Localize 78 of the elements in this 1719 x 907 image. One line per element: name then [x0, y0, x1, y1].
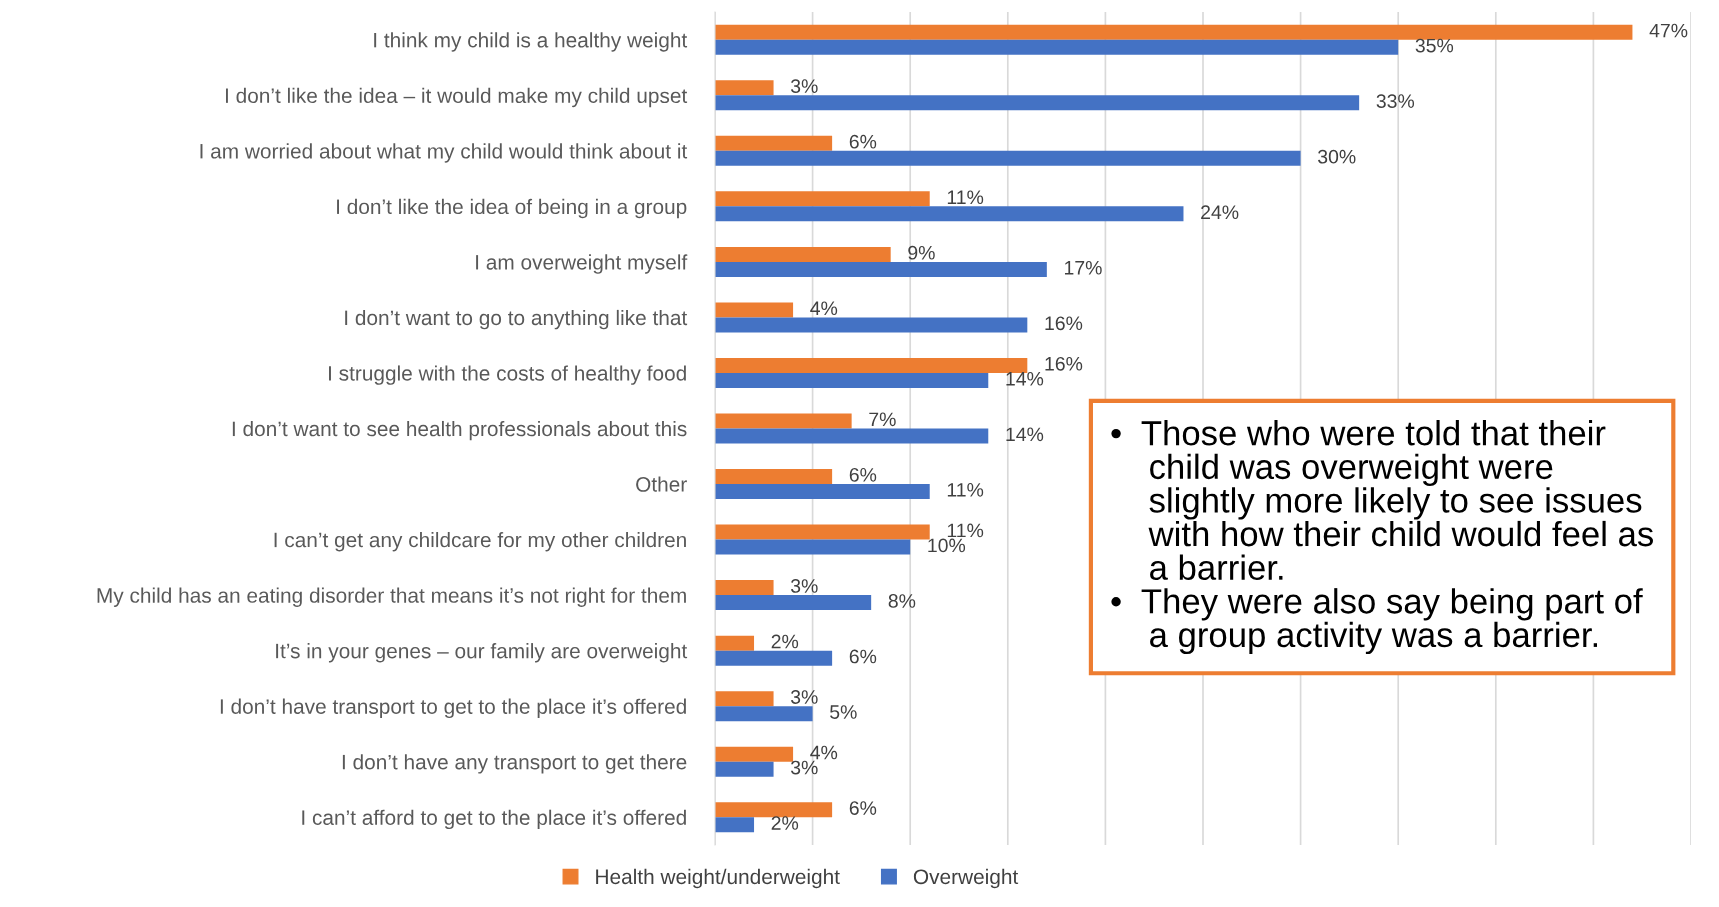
bar [715, 539, 911, 555]
data-label: 3% [790, 579, 818, 593]
bar [715, 357, 1028, 373]
bar [715, 524, 930, 540]
bar [715, 484, 930, 500]
data-label: 35% [1415, 38, 1454, 53]
data-label: 16% [1045, 316, 1083, 331]
data-label: 11% [947, 483, 984, 497]
bar [715, 595, 872, 611]
y-tick-label: I struggle with the costs of healthy food [329, 365, 686, 385]
bar [715, 802, 833, 818]
bar [715, 469, 833, 485]
y-tick-label: I don’t have any transport to get there [342, 754, 687, 774]
bar [715, 413, 852, 429]
y-tick-label: It’s in your genes – our family are overweight [276, 643, 688, 663]
y-tick-label: I don’t like the idea of being in a group [337, 198, 687, 219]
legend-label: Overweight [913, 868, 1019, 889]
data-label: 16% [1045, 356, 1083, 371]
y-tick-label: I don’t have transport to get to the place it’s offered [220, 698, 686, 719]
data-label: 9% [908, 245, 935, 260]
bar [715, 302, 794, 318]
data-label: 10% [928, 538, 966, 553]
bar [715, 150, 1301, 166]
y-tick-label: I think my child is a healthy weight [374, 32, 688, 52]
bar [715, 428, 989, 444]
data-label: 6% [849, 649, 877, 664]
y-tick-label: I don’t like the idea – it would make my child upset [225, 87, 688, 108]
bar [715, 635, 755, 651]
bar [715, 206, 1184, 222]
y-tick-label: I can’t get any childcare for my other children [274, 532, 686, 552]
annotation: • Those who were told that their child was overweight were slightly more likely to see issues with how their child would feel as a barrier. [1111, 420, 1653, 581]
data-label: 6% [849, 134, 877, 149]
y-tick-label: I am worried about what my child would think about it [200, 143, 688, 163]
data-label: 6% [849, 467, 877, 482]
data-label: 4% [810, 745, 838, 760]
data-label: 11% [947, 523, 984, 538]
data-label: 14% [1006, 427, 1044, 442]
bar [715, 580, 774, 596]
bar [715, 191, 930, 207]
data-label: 14% [1006, 372, 1044, 386]
legend-label: Health weight/underweight [596, 868, 840, 889]
bar [715, 39, 1399, 55]
bar [715, 317, 1028, 333]
data-label: 2% [771, 816, 799, 830]
data-label: 24% [1201, 205, 1239, 220]
data-label: 17% [1064, 260, 1102, 275]
data-label: 2% [771, 634, 799, 649]
y-tick-label: Other [636, 476, 687, 492]
data-label: 30% [1318, 149, 1356, 164]
y-tick-label: My child has an eating disorder that means it’s not right for them [97, 587, 686, 607]
bar [715, 817, 755, 833]
data-label: 3% [790, 760, 818, 775]
bar [715, 761, 774, 777]
bar [715, 650, 833, 666]
data-label: 33% [1376, 94, 1415, 109]
data-label: 3% [790, 79, 818, 94]
bar [715, 706, 813, 722]
bar [715, 95, 1360, 111]
data-label: 8% [888, 594, 916, 608]
bar [715, 372, 989, 388]
data-label: 7% [869, 412, 896, 427]
annotation: • They were also say being part of a group activity was a barrier. [1111, 588, 1643, 655]
y-tick-label: I can’t afford to get to the place it’s offered [302, 809, 686, 830]
y-tick-label: I don’t want to go to anything like that [345, 309, 688, 330]
data-label: 3% [790, 690, 818, 704]
bar [715, 261, 1047, 277]
data-label: 11% [947, 190, 984, 205]
bar [715, 135, 833, 151]
data-label: 47% [1649, 23, 1688, 38]
data-label: 5% [830, 705, 857, 719]
y-tick-label: I am overweight myself [476, 254, 688, 274]
data-label: 4% [810, 301, 838, 316]
data-label: 6% [849, 801, 877, 815]
y-tick-label: I don’t want to see health professionals about this [232, 420, 687, 441]
bar [715, 80, 774, 96]
bar [715, 24, 1633, 40]
bar [715, 691, 774, 707]
bar [715, 246, 891, 262]
